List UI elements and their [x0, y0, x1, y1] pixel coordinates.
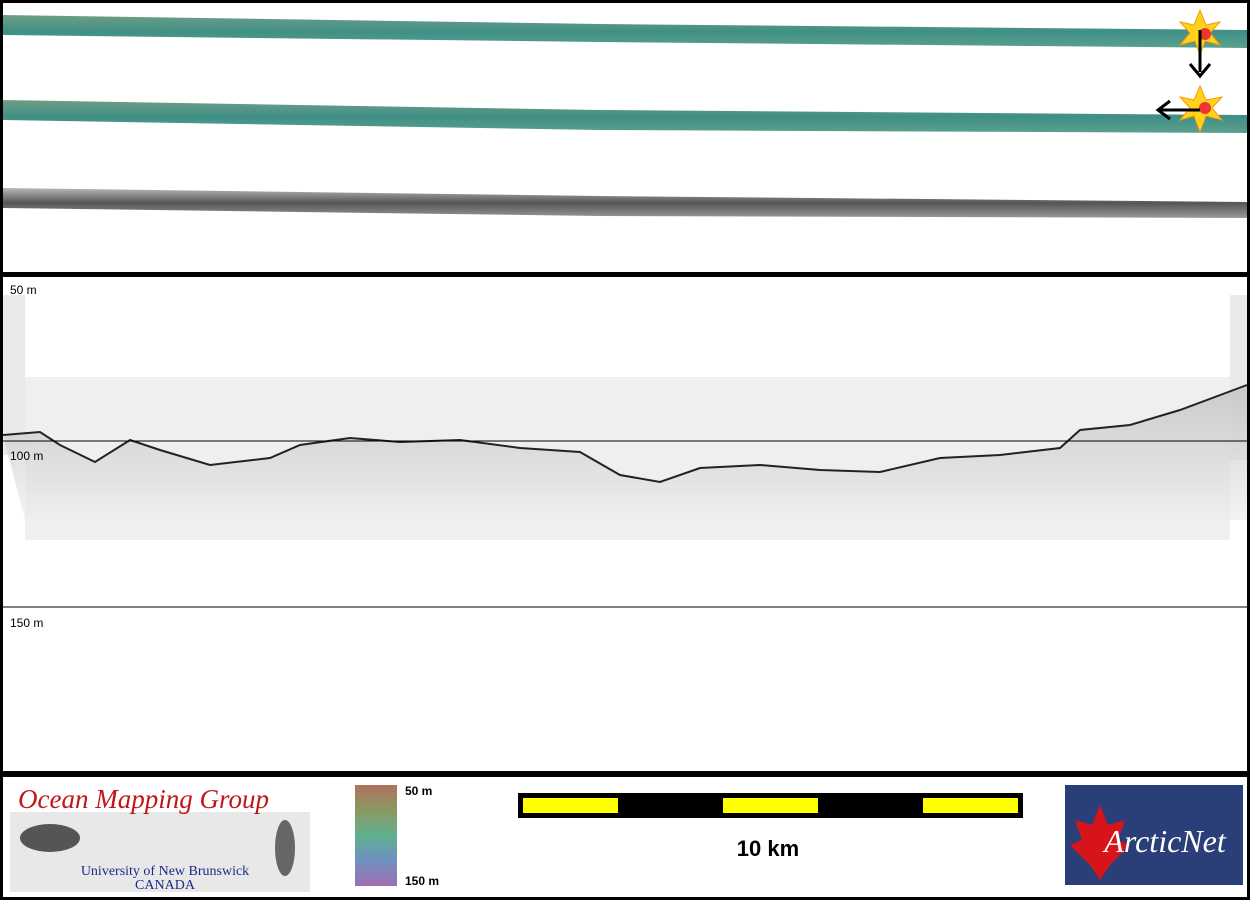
depth-label: 100 m [10, 449, 43, 463]
logo-text: University of New Brunswick [81, 864, 249, 879]
scale-segment [923, 798, 1018, 813]
sonar-return [3, 385, 1247, 520]
seafloor-profile [2, 384, 1248, 484]
maple-leaf [1070, 805, 1130, 880]
swath [3, 100, 1247, 133]
sonar-edge [3, 295, 25, 455]
logo-text: CANADA [135, 878, 196, 893]
logo-graphic [20, 824, 80, 852]
markers [1155, 8, 1224, 134]
color-bar-label: 50 m [405, 784, 432, 798]
swath-panel [3, 3, 1247, 272]
color-bar-label: 150 m [405, 874, 439, 888]
color-bar [355, 785, 397, 886]
logo-graphic [275, 820, 295, 876]
swath [3, 15, 1247, 48]
scale-segment [523, 798, 618, 813]
depth-label: 150 m [10, 616, 43, 630]
scale-label: 10 km [737, 836, 799, 861]
swath [3, 188, 1247, 218]
scale-segment [723, 798, 818, 813]
logo-title: Ocean Mapping Group [18, 784, 269, 814]
depth-label: 50 m [10, 283, 37, 297]
partner-name: ArcticNet [1102, 823, 1227, 859]
